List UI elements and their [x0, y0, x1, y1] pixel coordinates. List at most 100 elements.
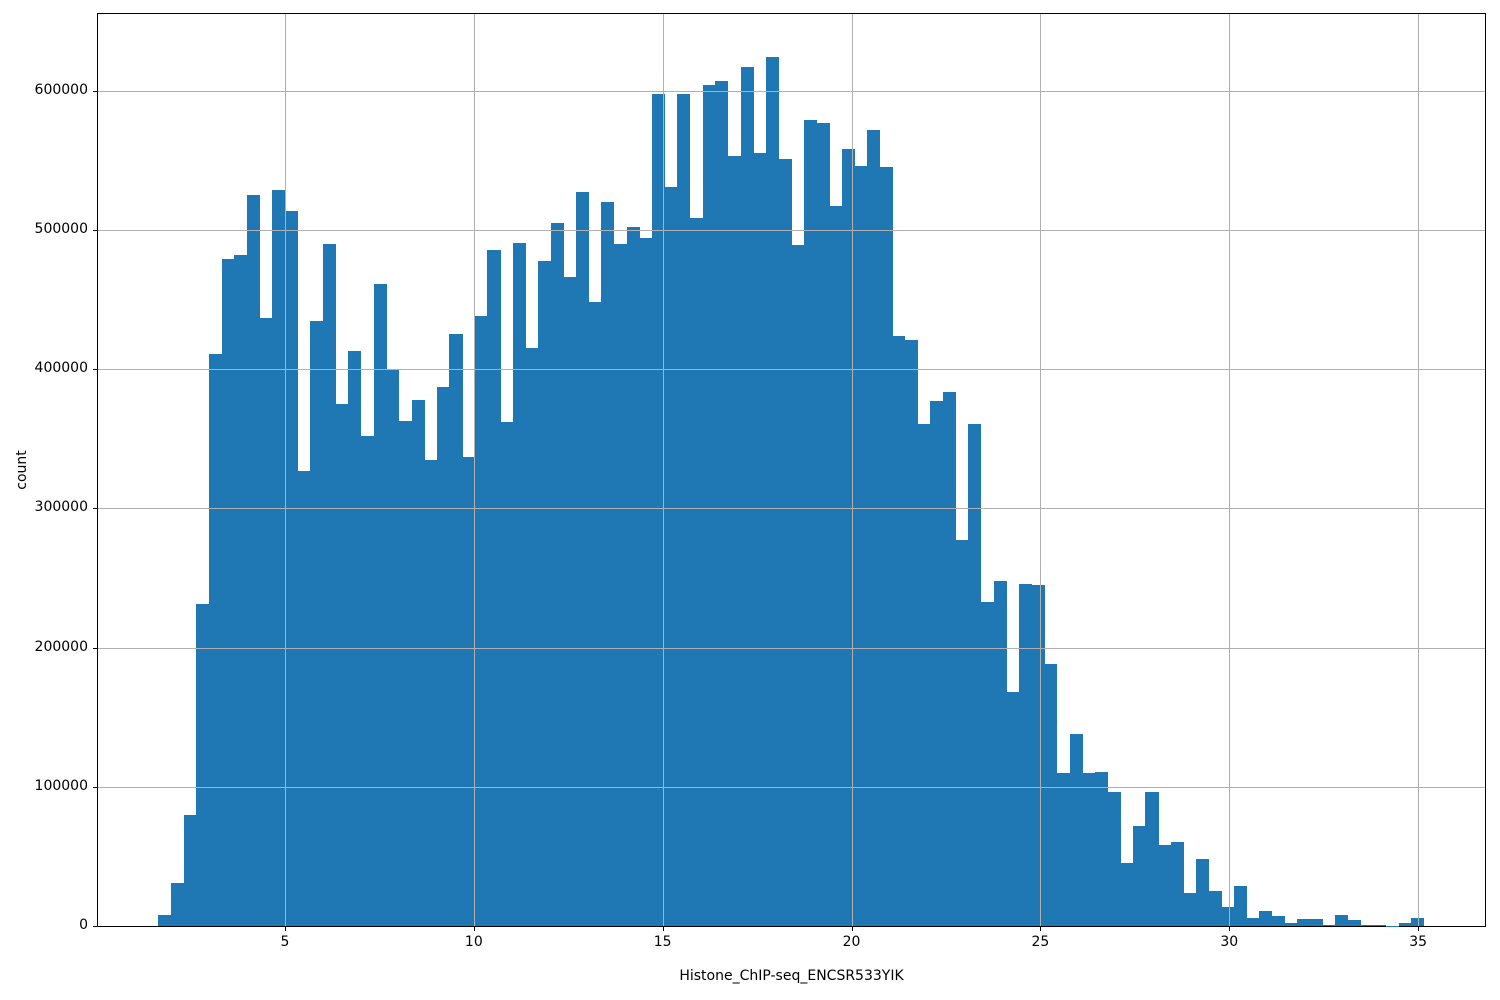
y-axis-label: count [14, 450, 30, 490]
histogram-bar [1170, 842, 1184, 926]
histogram-bar [297, 470, 311, 926]
histogram-bar [1297, 919, 1311, 926]
y-tick-mark [93, 508, 97, 510]
x-tick-label: 25 [1031, 934, 1050, 950]
histogram-bar [373, 284, 387, 926]
x-tick-label: 15 [653, 934, 672, 950]
histogram-bar [1145, 792, 1159, 926]
histogram-bar [854, 166, 868, 926]
histogram-bar [310, 320, 324, 926]
histogram-bar [462, 456, 476, 926]
histogram-bar [221, 259, 235, 926]
histogram-bar [816, 122, 830, 926]
histogram-bar [259, 317, 273, 926]
histogram-bar [980, 601, 995, 926]
x-tick-label: 5 [280, 934, 290, 950]
histogram-bar [1018, 583, 1033, 926]
histogram-bar [411, 399, 425, 926]
histogram-bar [930, 401, 944, 926]
histogram-bar [398, 420, 412, 926]
histogram-bar [879, 167, 893, 926]
x-tick-mark [1229, 927, 1231, 931]
histogram-bar [335, 404, 349, 926]
histogram-bar [1411, 917, 1425, 926]
histogram-bar [1056, 772, 1070, 926]
histogram-bar [1246, 917, 1260, 926]
histogram-bar [322, 243, 337, 926]
histogram-bar [841, 149, 855, 926]
histogram-bar [803, 120, 817, 926]
histogram-bar [272, 189, 286, 926]
histogram-bar [1158, 845, 1172, 926]
histogram-bar [563, 277, 577, 926]
histogram-bar [1322, 924, 1336, 926]
histogram-bar [360, 436, 375, 926]
histogram-bar [234, 255, 248, 926]
histogram-bar [1120, 863, 1134, 926]
histogram-bar [348, 351, 362, 926]
histogram-bar [449, 334, 463, 926]
histogram-bar [689, 217, 704, 926]
histogram-bar [1208, 891, 1222, 926]
histogram-bar [209, 353, 223, 926]
histogram-bar [525, 348, 539, 926]
histogram-bar [765, 57, 779, 926]
x-tick-mark [662, 927, 664, 931]
histogram-bar [968, 423, 982, 926]
histogram-bar [576, 192, 590, 926]
histogram-bar [1221, 906, 1235, 926]
histogram-bar [1107, 792, 1121, 926]
plot-area [97, 13, 1486, 927]
histogram-bar [892, 335, 906, 926]
histogram-bar [1044, 664, 1058, 926]
histogram-bar [183, 814, 197, 926]
histogram-bar [1132, 825, 1146, 926]
histogram-bar [955, 540, 969, 926]
histogram-bar [905, 340, 919, 926]
histogram-bar [1069, 733, 1083, 926]
histogram-bar [1398, 922, 1412, 926]
histogram-bar [538, 260, 552, 926]
histogram-bar [829, 206, 843, 926]
y-tick-mark [93, 647, 97, 649]
y-tick-mark [93, 786, 97, 788]
histogram-bar [778, 159, 792, 926]
histogram-bar [487, 249, 501, 926]
y-tick-mark [93, 230, 97, 232]
x-axis-label: Histone_ChIP-seq_ENCSR533YIK [679, 968, 904, 984]
x-tick-label: 10 [464, 934, 483, 950]
histogram-bar [753, 153, 767, 926]
histogram-bar [1335, 914, 1349, 926]
histogram-bar [171, 882, 185, 926]
y-tick-label: 100000 [34, 777, 88, 794]
y-tick-label: 400000 [34, 360, 88, 377]
histogram-bar [588, 302, 602, 926]
x-tick-mark [851, 927, 853, 931]
x-tick-mark [1418, 927, 1420, 931]
y-tick-label: 500000 [34, 221, 88, 238]
histogram-bar [639, 238, 653, 926]
histogram-bar [196, 604, 210, 926]
histogram-bar [601, 202, 615, 926]
histogram-bars [98, 14, 1485, 926]
y-tick-label: 600000 [34, 81, 88, 98]
y-tick-mark [93, 926, 97, 927]
histogram-bar [550, 223, 564, 926]
histogram-bar [512, 242, 526, 926]
histogram-bar [1031, 584, 1045, 926]
histogram-bar [500, 422, 514, 926]
histogram-bar [1006, 692, 1020, 926]
y-tick-label: 200000 [34, 638, 88, 655]
histogram-bar [1271, 916, 1286, 926]
histogram-bar [727, 156, 741, 926]
histogram-bar [1360, 925, 1374, 926]
histogram-bar [740, 67, 754, 926]
histogram-bar [1347, 920, 1362, 926]
x-tick-mark [473, 927, 475, 931]
histogram-bar [791, 245, 805, 926]
histogram-bar [702, 85, 716, 926]
histogram-bar [1183, 892, 1197, 926]
histogram-bar [1373, 925, 1387, 926]
histogram-bar [1309, 919, 1324, 926]
